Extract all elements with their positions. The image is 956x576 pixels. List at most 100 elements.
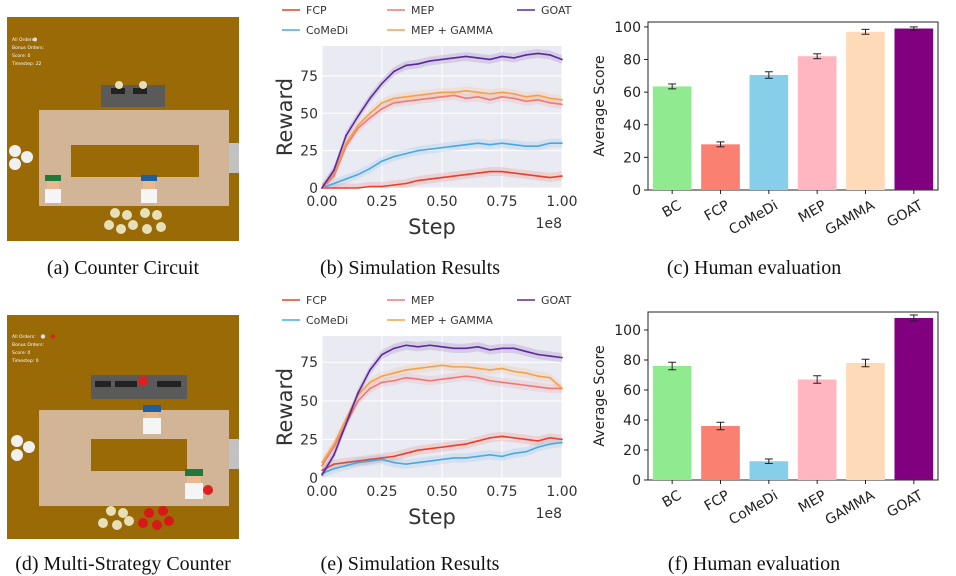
- game-multi-strategy-counter: All Orders: Bonus Orders: Score: 0 Times…: [7, 315, 239, 539]
- data-point: [417, 99, 419, 101]
- x-tick-label: MEP: [796, 198, 829, 227]
- data-point: [489, 143, 491, 146]
- y-tick-label: 100: [614, 323, 641, 339]
- data-point: [333, 463, 335, 465]
- data-point: [477, 91, 479, 94]
- data-point: [417, 461, 419, 464]
- caption-e: (e) Simulation Results: [320, 553, 500, 575]
- data-point: [501, 455, 503, 458]
- series-mep-gamma: [321, 86, 563, 189]
- legend-label: MEP + GAMMA: [411, 24, 493, 37]
- data-point: [369, 458, 371, 461]
- data-point: [525, 450, 527, 453]
- data-point: [381, 381, 383, 384]
- data-point: [489, 349, 491, 351]
- data-point: [537, 375, 539, 377]
- data-point: [465, 55, 467, 58]
- hud-line: Timestep: 22: [11, 61, 42, 67]
- onion-pile: [104, 208, 166, 234]
- chef-blue-hat: [141, 175, 157, 181]
- dish-icon: [9, 158, 21, 170]
- data-point: [429, 60, 431, 62]
- data-point: [561, 175, 563, 177]
- data-point: [417, 449, 419, 452]
- legend-label: MEP: [411, 4, 434, 17]
- data-point: [357, 400, 359, 402]
- x-tick-label: GAMMA: [823, 197, 878, 238]
- data-point: [381, 375, 383, 377]
- data-point: [513, 370, 515, 373]
- data-point: [513, 347, 515, 350]
- hud-line: Score: 0: [12, 53, 31, 59]
- data-point: [501, 55, 503, 58]
- data-point: [405, 452, 407, 455]
- data-point: [513, 383, 515, 385]
- bar-mep: [797, 56, 837, 190]
- data-point: [465, 366, 467, 368]
- order-onion-icon: [40, 334, 46, 339]
- y-tick-label: 60: [623, 85, 641, 101]
- data-point: [477, 172, 479, 174]
- data-point: [513, 143, 515, 146]
- y-tick-label: 0: [309, 471, 318, 487]
- dish-icon: [21, 151, 33, 163]
- data-point: [369, 97, 371, 100]
- data-point: [549, 376, 551, 379]
- plot-frame: [647, 21, 939, 191]
- x-tick-label: 1.00: [546, 484, 577, 500]
- bar-fcp: [701, 426, 740, 480]
- tomato-icon: [203, 485, 213, 495]
- data-point: [393, 455, 395, 458]
- series-goat: [321, 48, 563, 189]
- data-point: [441, 146, 443, 149]
- series-fcp: [321, 431, 563, 475]
- hud-line: Score: 0: [12, 350, 31, 356]
- data-point: [429, 178, 431, 180]
- data-point: [393, 70, 395, 73]
- data-point: [441, 378, 443, 381]
- legend-label: CoMeDi: [306, 24, 348, 37]
- data-point: [453, 457, 455, 459]
- data-point: [501, 96, 503, 98]
- data-point: [357, 173, 359, 176]
- data-point: [321, 474, 323, 476]
- caption-d: (d) Multi-Strategy Counter: [15, 553, 231, 575]
- data-point: [393, 155, 395, 158]
- x-tick-label: FCP: [702, 198, 733, 225]
- data-point: [357, 115, 359, 118]
- series-goat: [321, 340, 563, 478]
- data-point: [489, 170, 491, 173]
- data-point: [525, 350, 527, 353]
- x-tick-label: MEP: [796, 488, 829, 517]
- data-point: [501, 367, 503, 370]
- x-tick-label: 0.50: [426, 484, 457, 500]
- tomato-icon: [138, 376, 148, 386]
- order-tomato-icon: [50, 334, 56, 339]
- data-point: [345, 134, 347, 137]
- y-tick-label: 75: [300, 69, 318, 85]
- data-point: [489, 93, 491, 95]
- data-point: [465, 375, 467, 377]
- data-point: [537, 175, 539, 177]
- data-point: [561, 356, 563, 359]
- data-point: [453, 376, 455, 379]
- x-tick-label: BC: [660, 197, 685, 221]
- simulation-results-chart-1: 0 25 50 75 0.00 0.25 0.50 0.75 1.00 1e8 Step Reward…: [273, 4, 578, 239]
- data-point: [477, 440, 479, 442]
- y-tick-label: 75: [300, 355, 318, 371]
- data-point: [417, 378, 419, 381]
- series-mep: [321, 90, 563, 189]
- data-point: [333, 182, 335, 185]
- counter-hole: [91, 439, 187, 471]
- data-point: [393, 184, 395, 186]
- data-point: [549, 443, 551, 445]
- data-point: [429, 97, 431, 100]
- data-point: [537, 353, 539, 356]
- x-tick-label: GOAT: [884, 487, 926, 520]
- data-point: [525, 384, 527, 387]
- data-point: [333, 443, 335, 445]
- caption-c: (c) Human evaluation: [666, 257, 842, 279]
- data-point: [333, 172, 335, 174]
- data-point: [525, 96, 527, 98]
- data-point: [417, 149, 419, 152]
